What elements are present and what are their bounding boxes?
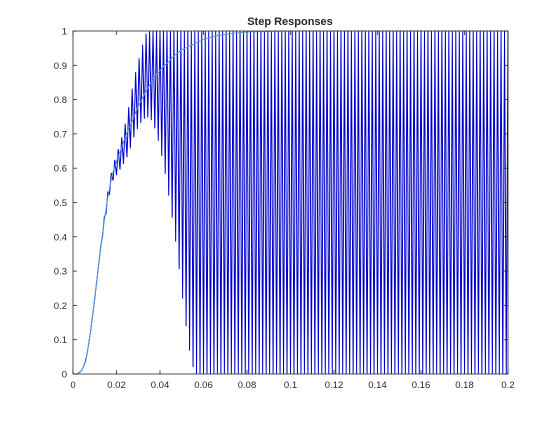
x-tick-label: 0.2 xyxy=(501,380,514,391)
y-tick-label: 0.3 xyxy=(54,267,67,278)
y-tick-label: 0.5 xyxy=(54,198,67,209)
x-tick-label: 0.08 xyxy=(238,380,257,391)
axes-layer: 0 0.02 0.04 0.06 0.08 0.1 0.12 0.14 0.16 0.18 0.2 0… xyxy=(54,27,515,392)
x-tick-label: 0.12 xyxy=(325,380,344,391)
x-tick-label: 0.16 xyxy=(412,380,431,391)
y-tick-label: 0.1 xyxy=(54,335,67,346)
series-line-smooth xyxy=(73,30,508,375)
y-tick-label: 0.4 xyxy=(54,232,67,243)
y-tick-label: 0.7 xyxy=(54,129,67,140)
x-tick-label: 0.06 xyxy=(194,380,213,391)
chart-title: Step Responses xyxy=(247,16,333,28)
y-tick-label: 0.6 xyxy=(54,164,67,175)
y-tick-label: 0 xyxy=(62,370,67,381)
y-tick-label: 0.8 xyxy=(54,95,67,106)
x-tick-label: 0.1 xyxy=(284,380,297,391)
x-tick-label: 0.02 xyxy=(107,380,126,391)
y-tick-label: 0.2 xyxy=(54,301,67,312)
y-tick-label: 1 xyxy=(62,27,67,38)
x-tick-label: 0.18 xyxy=(455,380,474,391)
x-tick-label: 0 xyxy=(70,380,75,391)
x-tick-label: 0.14 xyxy=(368,380,387,391)
y-tick-label: 0.9 xyxy=(54,61,67,72)
x-tick-label: 0.04 xyxy=(151,380,170,391)
